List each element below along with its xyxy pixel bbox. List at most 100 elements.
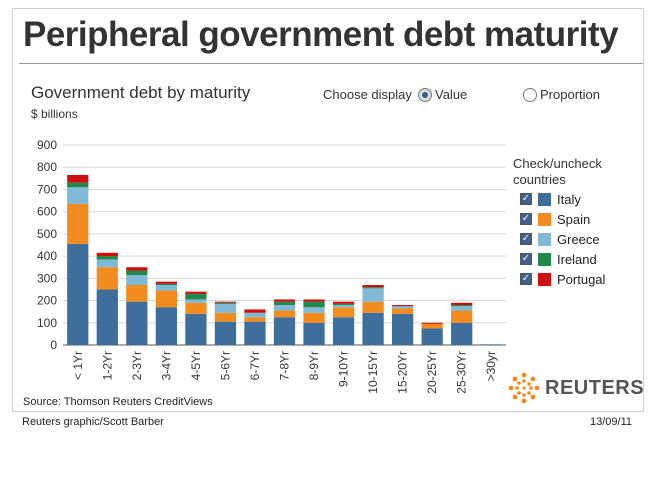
source-note: Source: Thomson Reuters CreditViews [23, 396, 213, 408]
bar-spain-1 [96, 267, 118, 290]
bar-greece-0 [67, 187, 89, 204]
bar-greece-3 [155, 285, 177, 291]
greece-checkbox[interactable]: ✓ [520, 233, 532, 245]
bar-greece-11 [392, 306, 414, 309]
bar-spain-12 [421, 323, 443, 329]
legend-item-ireland[interactable]: ✓ Ireland [520, 249, 605, 269]
bar-portugal-6 [244, 309, 266, 313]
x-tick-label-1: 1-2Yr [100, 351, 114, 380]
bar-italy-14 [480, 344, 502, 345]
bar-portugal-5 [214, 301, 237, 303]
bar-portugal-7 [273, 299, 296, 302]
bar-greece-10 [362, 288, 384, 302]
bar-spain-3 [155, 290, 177, 308]
y-tick-label-0: 0 [50, 338, 57, 352]
chart-frame: Peripheral government debt maturity Gove… [12, 8, 644, 412]
bar-italy-1 [96, 289, 118, 345]
bar-spain-2 [126, 285, 148, 302]
choose-display-label: Choose display [323, 87, 412, 102]
bar-italy-7 [273, 317, 296, 345]
bar-italy-6 [244, 321, 266, 345]
legend: ✓ Italy ✓ Spain ✓ Greece ✓ Ireland ✓ Por… [520, 189, 605, 289]
legend-title: Check/uncheck countries [513, 156, 602, 187]
ireland-label: Ireland [557, 251, 597, 267]
x-tick-label-2: 2-3Yr [130, 351, 144, 380]
y-tick-label-100: 100 [37, 316, 57, 330]
ireland-swatch [538, 252, 551, 266]
bar-greece-13 [451, 306, 473, 311]
bar-ireland-2 [126, 270, 148, 275]
reuters-wordmark: REUTERS [545, 376, 645, 399]
y-tick-label-900: 900 [37, 138, 57, 152]
bar-italy-5 [214, 321, 237, 345]
bar-ireland-13 [451, 305, 473, 307]
bar-spain-13 [451, 310, 473, 323]
bar-ireland-8 [303, 301, 325, 308]
bar-greece-8 [303, 307, 325, 313]
portugal-checkbox[interactable]: ✓ [520, 273, 532, 285]
bar-portugal-9 [332, 301, 355, 304]
publish-date: 13/09/11 [590, 416, 633, 428]
bar-spain-4 [185, 302, 207, 314]
bar-greece-5 [214, 303, 237, 313]
legend-item-greece[interactable]: ✓ Greece [520, 229, 605, 249]
greece-swatch [538, 232, 551, 246]
italy-checkbox[interactable]: ✓ [520, 193, 532, 205]
bar-ireland-7 [273, 301, 296, 305]
bar-portugal-0 [67, 175, 89, 183]
x-tick-label-13: 25-30Yr [455, 351, 469, 394]
title-divider [19, 63, 643, 64]
bar-greece-2 [126, 275, 148, 285]
bar-portugal-13 [451, 302, 473, 305]
x-tick-label-12: 20-25Yr [425, 351, 439, 394]
bar-greece-1 [96, 259, 118, 268]
bar-ireland-10 [362, 287, 384, 289]
bar-italy-10 [362, 312, 384, 345]
y-tick-label-400: 400 [37, 249, 57, 263]
bar-spain-5 [214, 312, 237, 322]
y-tick-label-700: 700 [37, 182, 57, 196]
legend-item-portugal[interactable]: ✓ Portugal [520, 269, 605, 289]
bar-spain-11 [392, 308, 414, 314]
bar-ireland-4 [185, 293, 207, 300]
ireland-checkbox[interactable]: ✓ [520, 253, 532, 265]
bar-greece-4 [185, 299, 207, 303]
reuters-dots-icon [508, 372, 540, 404]
bar-italy-4 [185, 313, 207, 345]
bar-italy-0 [67, 243, 89, 345]
value-radio-dot[interactable] [418, 87, 432, 102]
bar-spain-8 [303, 312, 325, 323]
proportion-radio[interactable]: Proportion [523, 87, 600, 102]
portugal-label: Portugal [557, 271, 606, 287]
spain-checkbox[interactable]: ✓ [520, 213, 532, 225]
x-tick-label-6: 6-7Yr [248, 351, 262, 380]
bar-ireland-5 [214, 302, 237, 304]
bar-ireland-1 [96, 256, 118, 260]
bar-italy-2 [126, 301, 148, 345]
bar-ireland-3 [155, 283, 177, 285]
chart-title: Government debt by maturity [31, 83, 251, 102]
value-radio-label: Value [435, 87, 468, 102]
bar-italy-9 [332, 317, 355, 345]
bar-portugal-8 [303, 299, 325, 302]
bar-portugal-3 [155, 281, 177, 284]
value-radio[interactable]: Value [418, 87, 467, 102]
bar-portugal-4 [185, 291, 207, 294]
bar-greece-9 [332, 305, 355, 308]
bar-spain-0 [67, 203, 89, 244]
bar-spain-9 [332, 307, 355, 318]
spain-label: Spain [557, 211, 591, 227]
legend-item-spain[interactable]: ✓ Spain [520, 209, 605, 229]
bar-portugal-10 [362, 285, 384, 288]
x-tick-label-7: 7-8Yr [278, 351, 292, 380]
bar-italy-13 [451, 322, 473, 345]
reuters-logo: REUTERS [507, 371, 644, 405]
legend-item-italy[interactable]: ✓ Italy [520, 189, 605, 209]
x-tick-label-11: 15-20Yr [396, 351, 410, 394]
proportion-radio-dot[interactable] [523, 87, 537, 102]
bar-portugal-12 [421, 322, 443, 324]
x-tick-label-9: 9-10Yr [337, 351, 351, 387]
bar-spain-6 [244, 317, 266, 322]
bar-italy-11 [392, 313, 414, 345]
bar-portugal-1 [96, 252, 118, 257]
